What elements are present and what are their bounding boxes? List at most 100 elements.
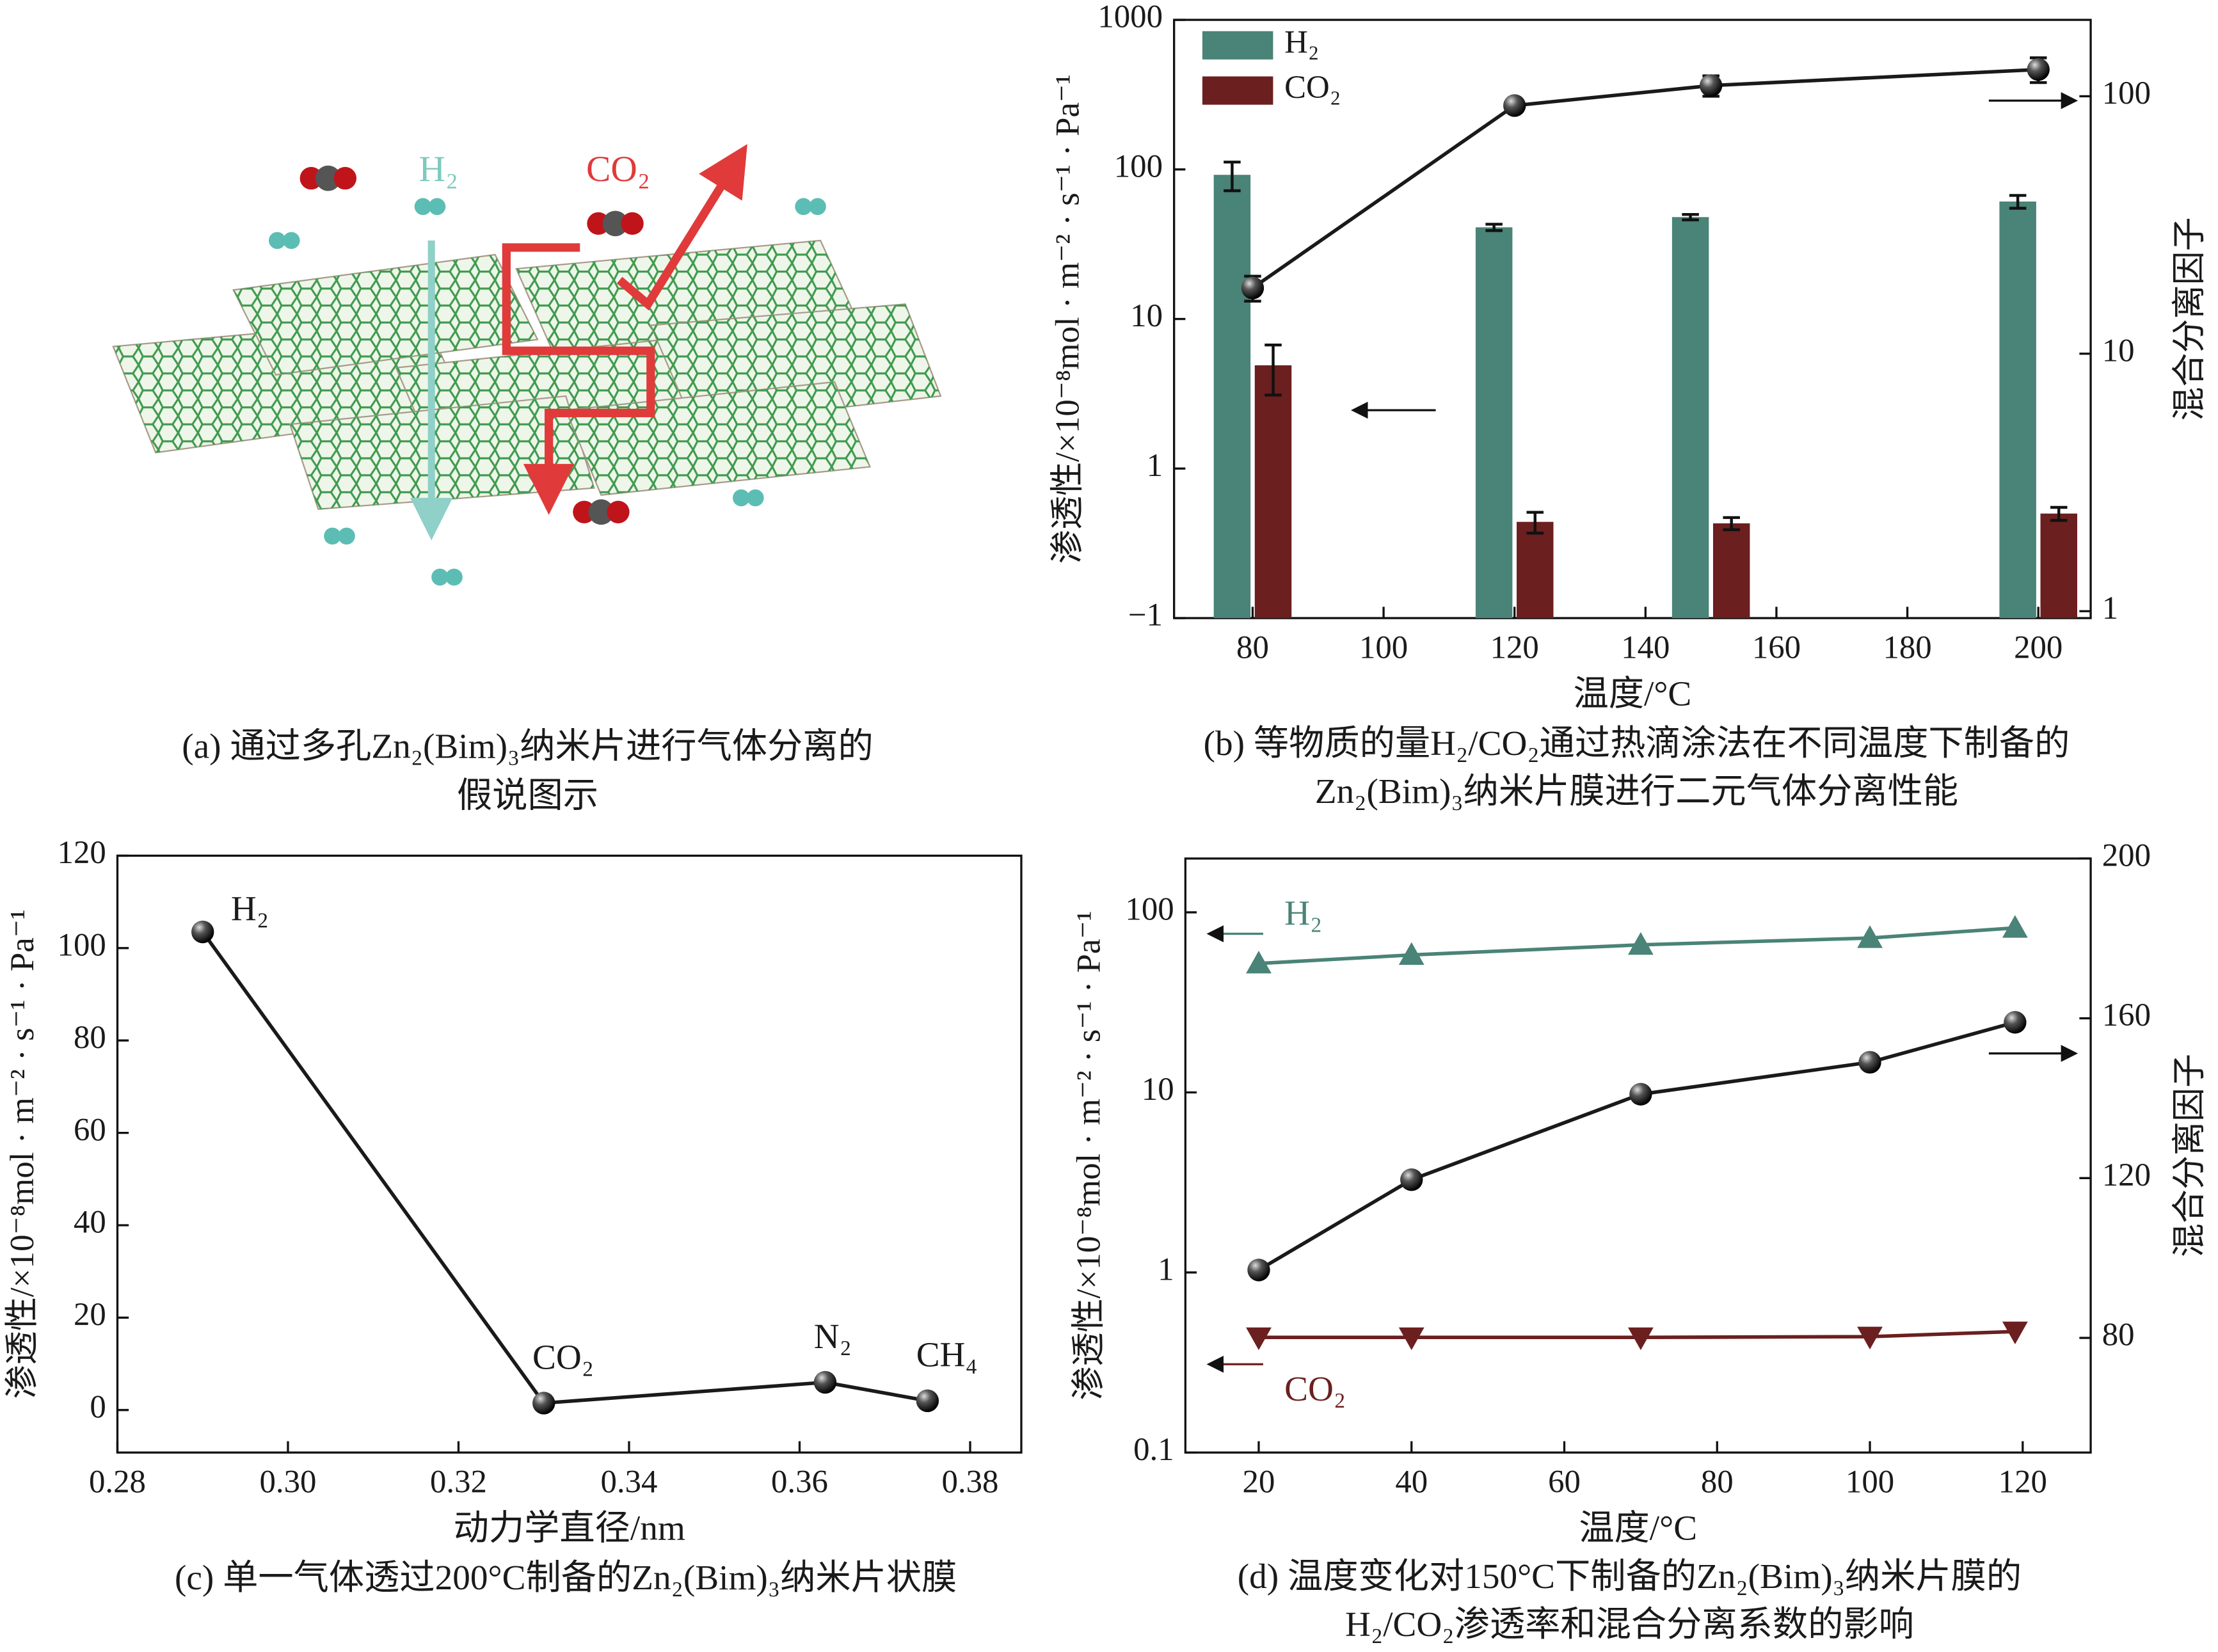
plot-frame: [1184, 857, 2092, 1454]
y-tick-label: 60: [74, 1111, 106, 1147]
marker: [916, 1389, 939, 1413]
molecules: [268, 165, 826, 586]
bar: [1254, 365, 1292, 619]
x-tick-label: 0.38: [942, 1464, 999, 1500]
marker: [813, 1370, 837, 1394]
x-tick-label: 80: [1701, 1464, 1734, 1500]
marker: [1627, 932, 1654, 955]
legend-label: H₂: [1284, 24, 1319, 60]
point-label: CO₂: [532, 1337, 594, 1376]
y-tick-label: 1: [1158, 1251, 1174, 1287]
x-tick-label: 0.32: [430, 1464, 487, 1500]
co2-reject-arrow: [616, 144, 747, 311]
y2-axis-label: 混合分离因子: [2171, 217, 2208, 420]
plot-frame: [1173, 19, 2092, 619]
caption: (c) 单一气体透过200°C制备的Zn₂(Bim)₃纳米片状膜: [175, 1558, 957, 1597]
caption: Zn₂(Bim)₃纳米片膜进行二元气体分离性能: [1315, 772, 1958, 811]
marker: [532, 1392, 555, 1415]
caption: (d) 温度变化对150°C下制备的Zn₂(Bim)₃纳米片膜的: [1238, 1557, 2022, 1596]
bar: [2040, 513, 2077, 619]
y-tick-label: 100: [1125, 891, 1174, 927]
x-tick-label: 140: [1621, 630, 1670, 665]
plot-frame: [116, 854, 1023, 1454]
marker: [1857, 1326, 1883, 1350]
series-label: CO₂: [1284, 1369, 1346, 1408]
series-label: H₂: [1284, 894, 1322, 933]
y-axis-label: 渗透性/×10⁻⁸mol · m⁻² · s⁻¹ · Pa⁻¹: [1049, 74, 1086, 564]
marker: [1503, 94, 1526, 117]
marker: [1246, 1327, 1272, 1351]
legend-label: CO₂: [1284, 69, 1341, 105]
x-tick-label: 120: [1490, 630, 1539, 665]
legend-swatch: [1202, 76, 1273, 105]
marker: [1699, 74, 1723, 97]
marker: [1627, 1327, 1654, 1351]
sheet-lattice: [290, 396, 594, 509]
series-line: [201, 930, 928, 1405]
caption: (a) 通过多孔Zn₂(Bim)₃纳米片进行气体分离的: [182, 726, 874, 765]
x-tick-label: 40: [1395, 1464, 1428, 1500]
marker: [2002, 1321, 2028, 1344]
y-tick-label: 1000: [1097, 0, 1163, 35]
y2-tick-label: 1: [2102, 590, 2118, 626]
legend-swatch: [1202, 31, 1273, 60]
marker: [1857, 925, 1883, 948]
bar: [1213, 175, 1251, 619]
y-tick-label: 40: [74, 1204, 106, 1240]
y2-tick-label: 120: [2102, 1157, 2151, 1193]
caption: 假说图示: [457, 776, 598, 815]
y2-tick-label: 10: [2102, 333, 2135, 369]
bar: [1671, 217, 1709, 619]
co2-label: CO₂: [586, 149, 650, 189]
y-tick-label: 0.1: [1133, 1431, 1174, 1467]
marker: [1246, 950, 1272, 974]
series-line: [1257, 1021, 2016, 1272]
series-line: [1251, 67, 2039, 290]
y-axis-label: 渗透性/×10⁻⁸mol · m⁻² · s⁻¹ · Pa⁻¹: [1071, 910, 1108, 1400]
y2-tick-label: 100: [2102, 75, 2151, 111]
marker: [2004, 1011, 2027, 1034]
y-axis-label: 渗透性/×10⁻⁸mol · m⁻² · s⁻¹ · Pa⁻¹: [4, 909, 41, 1399]
point-label: H₂: [231, 889, 269, 928]
sheet-lattice: [233, 254, 538, 375]
x-tick-label: 120: [1999, 1464, 2047, 1500]
marker: [1858, 1051, 1881, 1074]
marker: [1247, 1259, 1270, 1282]
y2-axis-label: 混合分离因子: [2171, 1054, 2208, 1257]
y-tick-label: 80: [74, 1019, 106, 1055]
y2-tick-label: 160: [2102, 997, 2151, 1033]
x-tick-label: 0.36: [771, 1464, 828, 1500]
marker: [1398, 1327, 1424, 1351]
bar: [1999, 201, 2036, 619]
marker: [2027, 58, 2050, 81]
marker: [191, 920, 214, 944]
marker: [1241, 276, 1265, 299]
x-axis-label: 温度/°C: [1573, 674, 1691, 713]
point-label: N₂: [814, 1317, 852, 1356]
marker: [2002, 915, 2028, 938]
y-tick-label: 20: [74, 1296, 106, 1332]
x-tick-label: 0.30: [259, 1464, 316, 1500]
x-tick-label: 20: [1243, 1464, 1275, 1500]
point-label: CH₄: [916, 1335, 978, 1374]
y-tick-label: 100: [58, 926, 106, 962]
bar: [1712, 523, 1750, 619]
bar: [1475, 227, 1513, 619]
x-tick-label: 80: [1236, 630, 1269, 665]
y-tick-label: 120: [58, 834, 106, 870]
x-tick-label: 200: [2014, 630, 2062, 665]
x-tick-label: 60: [1548, 1464, 1581, 1500]
marker: [1400, 1168, 1423, 1191]
marker: [1398, 942, 1424, 965]
caption: H₂/CO₂渗透率和混合分离系数的影响: [1345, 1605, 1914, 1644]
x-tick-label: 100: [1359, 630, 1408, 665]
y2-tick-label: 80: [2102, 1317, 2135, 1353]
caption: (b) 等物质的量H₂/CO₂通过热滴涂法在不同温度下制备的: [1204, 724, 2070, 763]
y-tick-label: −1: [1128, 597, 1163, 633]
x-tick-label: 0.28: [89, 1464, 146, 1500]
x-tick-label: 160: [1752, 630, 1801, 665]
y-tick-label: 1: [1147, 447, 1163, 483]
marker: [1629, 1083, 1652, 1106]
x-axis-label: 温度/°C: [1579, 1509, 1697, 1548]
